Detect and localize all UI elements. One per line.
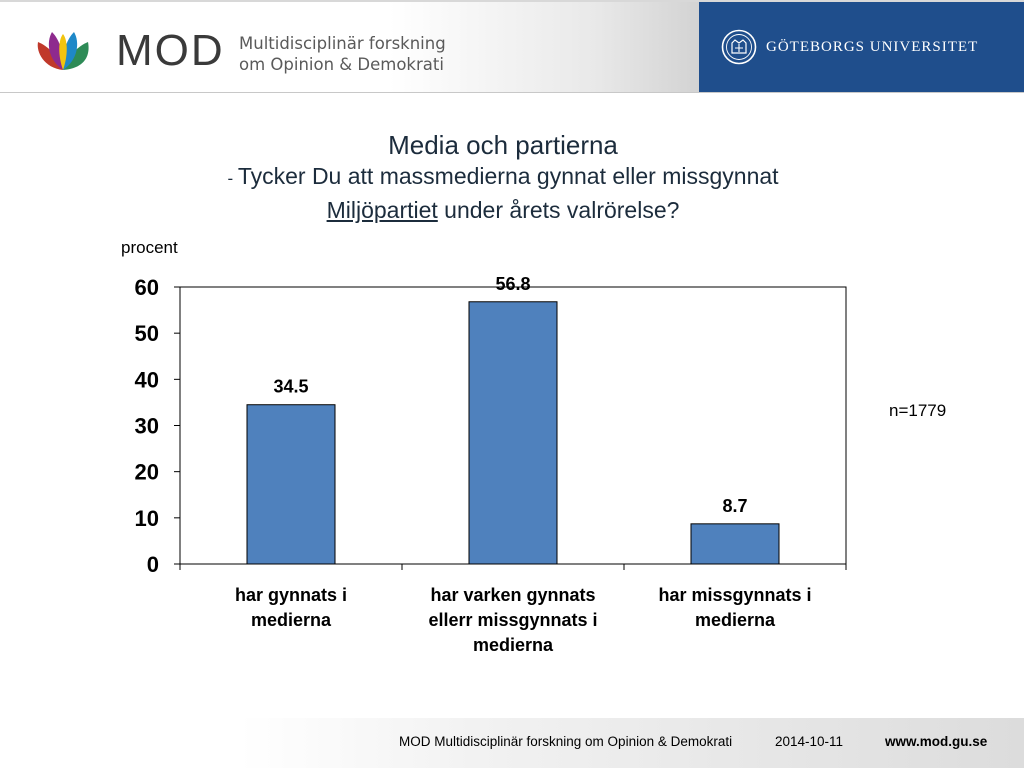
title-dash: - <box>227 169 238 188</box>
university-panel: GÖTEBORGS UNIVERSITET <box>699 2 1024 92</box>
title-question-rest: under årets valrörelse? <box>437 197 680 223</box>
mod-logo-subtitle: Multidisciplinär forskning om Opinion & … <box>239 33 446 75</box>
title-question-line: - Tycker Du att massmedierna gynnat elle… <box>0 161 1006 194</box>
x-category-label-line: medierna <box>472 635 554 655</box>
bars-group: 34.5 56.8 8.7 <box>246 274 780 565</box>
header-topline <box>0 0 1024 2</box>
logo-sub-line1: Multidisciplinär forskning <box>239 34 446 53</box>
bar <box>468 301 558 565</box>
x-category-label: har gynnats i medierna <box>181 583 401 633</box>
title-question-line2: Miljöpartiet under årets valrörelse? <box>0 194 1006 226</box>
y-tick-label: 0 <box>147 552 159 577</box>
mod-logo-text: MOD <box>116 26 225 75</box>
footer-org: MOD Multidisciplinär forskning om Opinio… <box>399 734 733 749</box>
x-category-label-line: medierna <box>694 610 776 630</box>
y-tick-label: 10 <box>135 506 159 531</box>
bar <box>246 404 336 565</box>
bar-data-label: 56.8 <box>495 274 530 294</box>
x-category-label: har missgynnats i medierna <box>625 583 845 633</box>
title-party: Miljöpartiet <box>326 197 438 223</box>
slide-title: Media och partierna - Tycker Du att mass… <box>0 129 1006 226</box>
y-tick-label: 20 <box>135 460 159 485</box>
y-axis: 0 10 20 30 40 50 60 <box>135 275 180 577</box>
logo-sub-line2: om Opinion & Demokrati <box>239 55 444 74</box>
y-tick-label: 60 <box>135 275 159 300</box>
y-axis-unit-label: procent <box>121 238 178 257</box>
y-tick-label: 50 <box>135 321 159 346</box>
footer-date: 2014-10-11 <box>775 734 844 749</box>
bar <box>690 523 780 565</box>
mod-flower-logo-icon <box>37 32 89 70</box>
x-axis <box>179 564 847 570</box>
x-category-label-line: ellerr missgynnats i <box>428 610 598 630</box>
footer-url[interactable]: www.mod.gu.se <box>885 734 988 749</box>
x-category-label-line: medierna <box>250 610 332 630</box>
x-category-label-line: har gynnats i <box>234 585 348 605</box>
x-category-label-line: har missgynnats i <box>658 585 812 605</box>
title-main: Media och partierna <box>388 130 618 160</box>
sample-size-label: n=1779 <box>889 401 947 420</box>
footer-band <box>240 718 1024 768</box>
x-category-label-line: har varken gynnats <box>430 585 596 605</box>
x-category-label: har varken gynnats ellerr missgynnats i me… <box>403 583 623 658</box>
bar-data-label: 8.7 <box>722 496 747 516</box>
header-banner: MOD Multidisciplinär forskning om Opinio… <box>0 0 1024 93</box>
bar-data-label: 34.5 <box>273 377 308 397</box>
university-seal-icon <box>721 29 757 65</box>
y-tick-label: 30 <box>135 414 159 439</box>
university-name: GÖTEBORGS UNIVERSITET <box>766 39 979 55</box>
y-tick-label: 40 <box>135 367 159 392</box>
title-question: Tycker Du att massmedierna gynnat eller … <box>237 163 779 189</box>
